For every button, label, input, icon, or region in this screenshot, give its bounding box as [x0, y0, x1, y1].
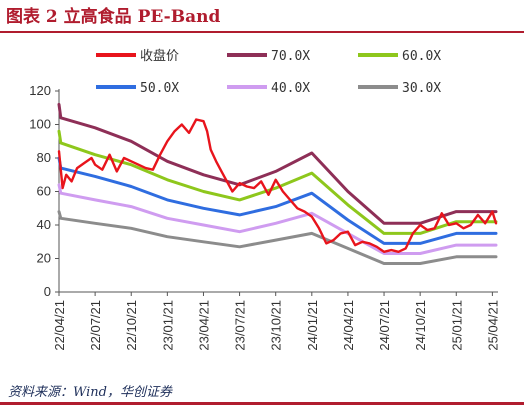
legend-label: 50.0X — [140, 81, 179, 96]
bottom-divider — [0, 402, 524, 405]
x-tick-label: 23/04/21 — [196, 300, 211, 351]
x-tick-label: 22/10/21 — [124, 300, 139, 351]
x-tick-label: 24/07/21 — [377, 300, 392, 351]
x-tick-label: 24/01/21 — [305, 300, 320, 351]
series-line — [57, 210, 498, 265]
legend-label: 收盘价 — [140, 48, 179, 64]
page-title: 图表 2 立高食品 PE-Band — [6, 7, 221, 27]
x-tick-label: 22/07/21 — [88, 300, 103, 351]
x-tick-label: 24/04/21 — [341, 300, 356, 351]
x-tick-label: 23/07/21 — [233, 300, 248, 351]
series-line — [57, 102, 498, 225]
y-tick-label: 40 — [37, 217, 51, 232]
y-tick-label: 120 — [29, 83, 51, 98]
y-tick-label: 20 — [37, 251, 51, 266]
x-tick-label: 23/01/21 — [160, 300, 175, 351]
x-tick-label: 24/10/21 — [413, 300, 428, 351]
x-tick-label: 22/04/21 — [52, 300, 67, 351]
axes: 0 20 40 60 80 100 120 22/04/21 22/07/21 22/10/21 2… — [29, 83, 500, 351]
x-tick-label: 25/04/21 — [485, 300, 500, 351]
series-line — [57, 183, 498, 255]
y-tick-label: 100 — [29, 117, 51, 132]
plot-area — [57, 102, 498, 265]
x-tick-label: 23/10/21 — [269, 300, 284, 351]
legend-label: 30.0X — [402, 81, 441, 96]
y-tick-label: 60 — [37, 184, 51, 199]
legend: 收盘价 70.0X 60.0X 50.0X 40.0X 30.0X — [96, 48, 441, 96]
y-tick-label: 0 — [44, 284, 51, 299]
series-line — [57, 156, 498, 245]
legend-label: 60.0X — [402, 49, 441, 64]
source-note: 资料来源：Wind，华创证券 — [8, 385, 172, 400]
legend-label: 70.0X — [271, 49, 310, 64]
x-tick-label: 25/01/21 — [449, 300, 464, 351]
series-line — [57, 118, 498, 254]
pe-band-chart: 收盘价 70.0X 60.0X 50.0X 40.0X 30.0X 0 20 40 60 80 10… — [29, 48, 500, 351]
legend-label: 40.0X — [271, 81, 310, 96]
title-divider — [0, 31, 524, 33]
y-tick-label: 80 — [37, 150, 51, 165]
